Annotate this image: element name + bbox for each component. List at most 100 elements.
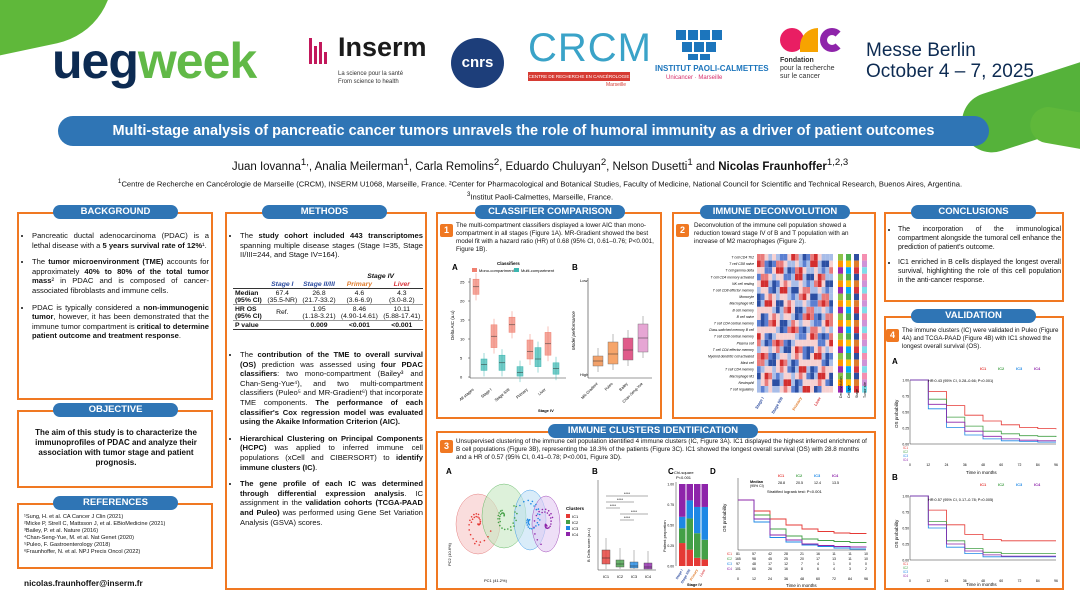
heatmap-cell	[764, 260, 769, 268]
heatmap-annotation-cell	[846, 313, 851, 320]
heatmap-cell	[829, 333, 833, 340]
pca-point	[468, 524, 470, 526]
pca-point	[477, 516, 479, 518]
heatmap-cell	[772, 293, 776, 301]
heatmap-cell	[802, 287, 807, 294]
pca-point	[510, 529, 512, 531]
poster-title: Multi-stage analysis of pancreatic cance…	[58, 116, 989, 146]
heatmap-annotation-cell	[862, 372, 867, 380]
validation-ytick: 0.00	[902, 443, 909, 447]
heatmap-annotation-cell	[838, 313, 843, 320]
heatmap-cell	[783, 359, 788, 367]
heatmap-cell	[810, 287, 814, 294]
contact-email[interactable]: nicolas.fraunhoffer@inserm.fr	[24, 578, 143, 588]
heatmap-cell	[795, 300, 799, 307]
heatmap-cell	[791, 280, 795, 287]
heatmap-cell	[802, 300, 807, 307]
heatmap-cell	[764, 346, 769, 353]
heatmap-cell	[764, 320, 769, 327]
heatmap-cell	[825, 260, 830, 268]
validation-ytick: 0.00	[902, 559, 909, 563]
heatmap-annotation-cell	[846, 273, 851, 281]
pca-point	[536, 521, 539, 524]
heatmap-cell	[779, 320, 784, 327]
fig1a-ytick: 5	[460, 356, 463, 361]
heatmap-cell	[810, 346, 814, 353]
validation-km-curve	[910, 379, 1057, 430]
heatmap-cell	[825, 333, 830, 340]
heatmap-cell	[829, 267, 833, 274]
heatmap-cell	[757, 267, 761, 274]
heatmap-cell	[798, 273, 803, 281]
green-leaf-decoration-right-small	[1027, 104, 1080, 152]
fig3b-ylabel: B Cells score (a.u.)	[586, 527, 591, 562]
km-risk-count: 6	[817, 567, 819, 571]
heatmap-cell	[795, 366, 799, 373]
km-risk-count: 25	[784, 557, 788, 561]
validation-text: The immune clusters (IC) were validated …	[902, 327, 1059, 350]
heatmap-cell	[821, 267, 826, 274]
heatmap-cell	[810, 353, 814, 360]
fig1a-xtick: Liver	[537, 387, 547, 397]
pca-point	[489, 530, 492, 532]
heatmap-cell	[776, 273, 780, 281]
heatmap-cell	[814, 359, 818, 367]
validation-header-ic: IC3	[1016, 482, 1023, 487]
km-xtick: 36	[784, 577, 788, 581]
inserm-logo: Inserm	[338, 32, 427, 62]
km-risk-count: 81	[736, 552, 740, 556]
heatmap-cell	[829, 293, 833, 301]
heatmap-cell	[760, 306, 765, 314]
km-xtick: 84	[848, 577, 852, 581]
classifier-panel	[436, 212, 662, 419]
immune-deconvolution-heading: IMMUNE DECONVOLUTION	[700, 205, 850, 219]
heatmap-cell	[768, 353, 773, 360]
heatmap-annotation-cell	[854, 300, 859, 307]
km-risk-count: 98	[752, 557, 756, 561]
heatmap-cell	[798, 339, 803, 347]
km-xtick: 24	[768, 577, 772, 581]
validation-xtick: 48	[981, 579, 985, 583]
heatmap-annotation-cell	[854, 287, 859, 294]
heatmap-cell	[787, 386, 792, 393]
heatmap-cell	[802, 260, 807, 268]
heatmap-cell	[806, 359, 811, 367]
pca-point	[499, 513, 502, 516]
pca-point	[530, 503, 532, 505]
validation-ytick: 0.25	[902, 543, 909, 547]
pca-point	[537, 508, 540, 510]
heatmap-cell	[810, 379, 814, 386]
heatmap-cell	[810, 273, 814, 281]
km-risk-count: 17	[768, 562, 772, 566]
validation-ytick: 0.25	[902, 427, 909, 431]
heatmap-cell	[821, 379, 826, 386]
heatmap-cell	[779, 280, 784, 287]
pca-point	[512, 522, 514, 524]
heatmap-cell	[806, 267, 811, 274]
heatmap-annotation-cell	[854, 386, 859, 393]
heatmap-cell	[764, 359, 769, 367]
heatmap-cell	[776, 379, 780, 386]
crcm-logo: CRCM	[528, 26, 652, 70]
pca-point	[499, 520, 501, 523]
km-median-value: 13.5	[832, 481, 839, 485]
heatmap-cell	[787, 293, 792, 301]
heatmap-annotation-cell	[854, 379, 859, 386]
heatmap-cell	[783, 273, 788, 281]
km-risk-count: 4	[817, 562, 819, 566]
fig3c-bar-segment	[686, 484, 693, 501]
fig3c-bar-segment	[679, 484, 686, 517]
heatmap-cell	[817, 280, 822, 287]
heatmap-cell	[768, 366, 773, 373]
heatmap-cell	[783, 339, 788, 347]
heatmap-cell	[764, 280, 769, 287]
heatmap-annotation-cell	[862, 260, 867, 268]
km-xtick: 72	[832, 577, 836, 581]
heatmap-cell	[783, 280, 788, 287]
pca-point	[549, 525, 551, 528]
heatmap-cell	[814, 346, 818, 353]
pca-point	[544, 511, 546, 513]
cnrs-logo: cnrs	[451, 38, 504, 88]
heatmap-cell	[817, 313, 822, 320]
